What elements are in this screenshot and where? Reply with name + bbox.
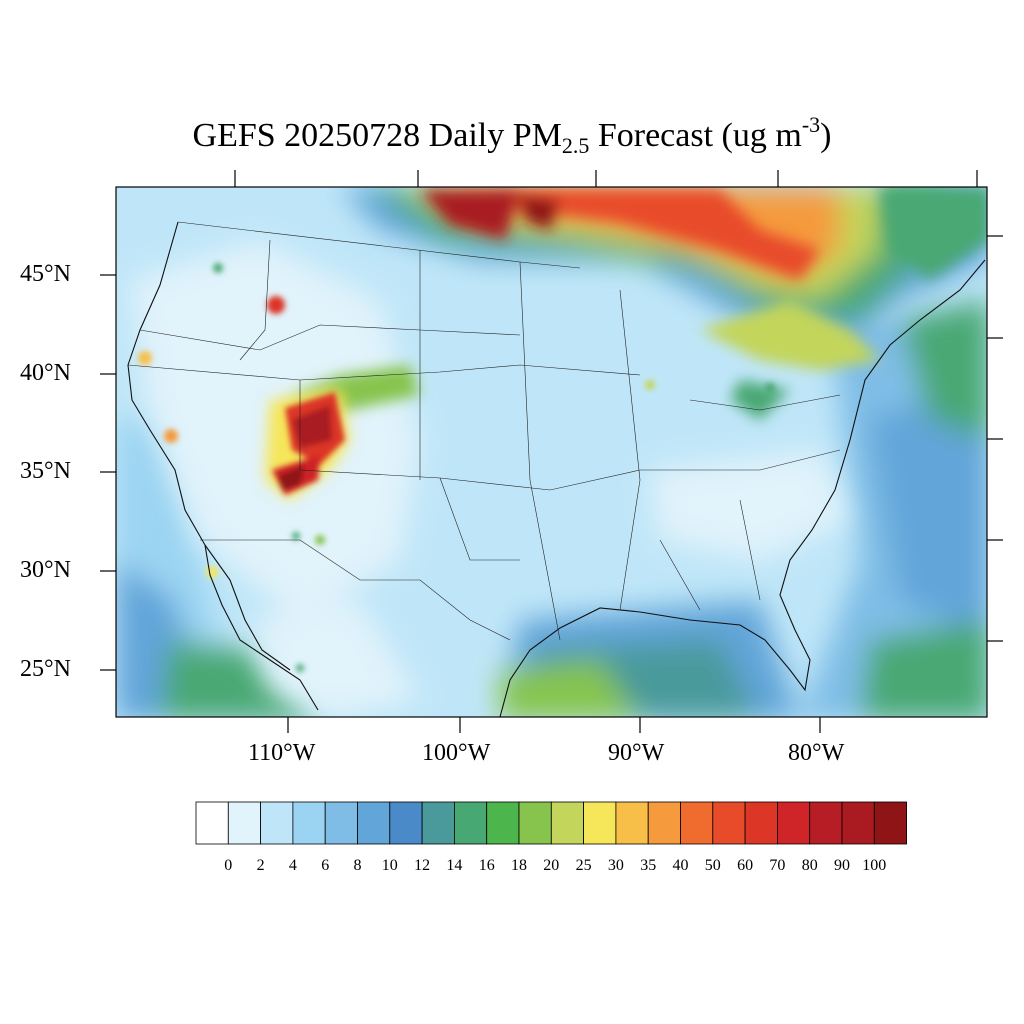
map-frame	[115, 186, 988, 718]
lat-label-35: 35°N	[20, 458, 71, 484]
lat-label-30: 30°N	[20, 557, 71, 583]
map-title: GEFS 20250728 Daily PM2.5 Forecast (ug m…	[192, 112, 832, 158]
lon-label-80w: 80°W	[788, 740, 845, 766]
lat-label-40: 40°N	[20, 360, 71, 386]
lon-label-110w: 110°W	[248, 740, 316, 766]
lon-label-90w: 90°W	[608, 740, 665, 766]
bottom-ticks	[287, 717, 821, 733]
concentration-field	[116, 187, 987, 717]
lat-label-45: 45°N	[20, 261, 71, 287]
state-borders	[127, 221, 841, 641]
top-ticks	[234, 170, 978, 187]
lon-label-100w: 100°W	[422, 740, 491, 766]
lat-label-25: 25°N	[20, 656, 71, 682]
coastline	[127, 221, 986, 717]
right-ticks	[987, 235, 1003, 642]
left-ticks	[100, 274, 116, 671]
